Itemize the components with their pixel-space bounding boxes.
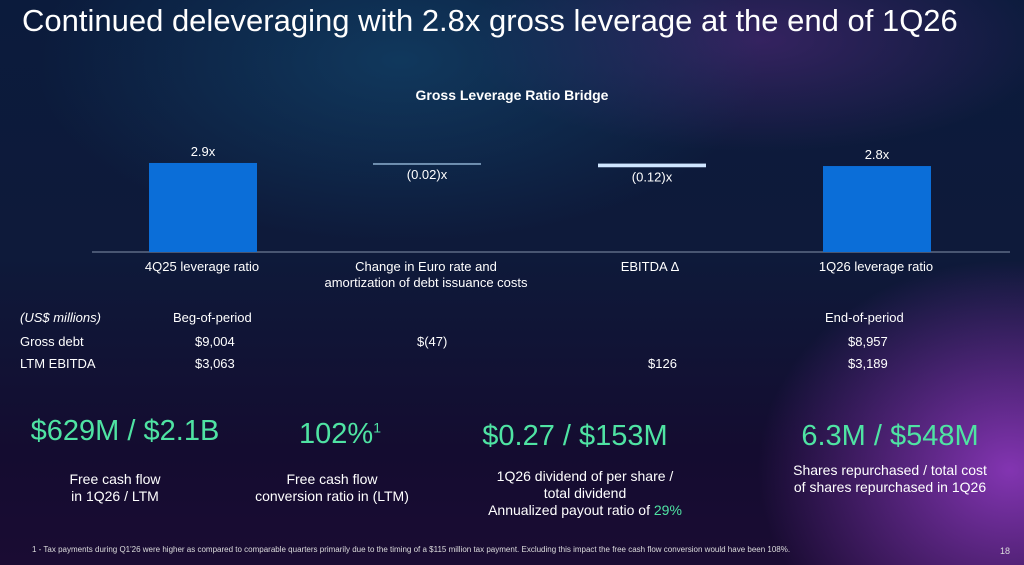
category-label: EBITDA Δ bbox=[620, 259, 680, 274]
payout-label: Annualized payout ratio of bbox=[488, 502, 654, 518]
kpi-desc-line: 1Q26 dividend of per share / bbox=[496, 468, 674, 484]
data-label: 2.9x bbox=[191, 144, 216, 159]
kpi-desc-line: total dividend bbox=[543, 485, 627, 501]
table-cell: $8,957 bbox=[848, 334, 888, 349]
bar bbox=[598, 163, 706, 168]
kpi-desc-line: Annualized payout ratio of 29% bbox=[460, 502, 710, 519]
chart-title: Gross Leverage Ratio Bridge bbox=[415, 87, 609, 103]
waterfall-chart: 2.9x (0.02)x (0.12)x 2.8x bbox=[92, 144, 1010, 253]
category-label: Change in Euro rate and amortization of … bbox=[324, 259, 528, 290]
payout-ratio: 29% bbox=[653, 502, 682, 518]
slide-title: Continued deleveraging with 2.8x gross l… bbox=[22, 3, 958, 38]
table-cell: $126 bbox=[648, 356, 677, 371]
kpi-desc-line: in 1Q26 / LTM bbox=[71, 488, 159, 504]
kpi-value: 102%1 bbox=[260, 418, 420, 451]
category-label: 1Q26 leverage ratio bbox=[818, 259, 934, 274]
category-label: 4Q25 leverage ratio bbox=[144, 259, 260, 274]
kpi-desc: 1Q26 dividend of per share / total divide… bbox=[460, 468, 710, 519]
kpi-value-text: 102% bbox=[299, 418, 374, 450]
kpi-desc: Free cash flow conversion ratio in (LTM) bbox=[232, 471, 432, 505]
table-cell: $3,063 bbox=[195, 356, 235, 371]
kpi-desc-line: Shares repurchased / total cost bbox=[793, 462, 987, 478]
kpi-value: $0.27 / $153M bbox=[482, 420, 668, 452]
data-label: (0.12)x bbox=[632, 169, 673, 184]
kpi-desc-line: Free cash flow bbox=[69, 471, 161, 487]
footnote: 1 - Tax payments during Q1'26 were highe… bbox=[32, 545, 791, 554]
table-header: Beg-of-period bbox=[173, 310, 252, 325]
data-label: (0.02)x bbox=[407, 167, 448, 182]
table-cell: $(47) bbox=[417, 334, 448, 349]
kpi-value: $629M / $2.1B bbox=[30, 415, 220, 447]
kpi-desc-line: of shares repurchased in 1Q26 bbox=[793, 479, 987, 495]
kpi-value: 6.3M / $548M bbox=[801, 420, 979, 452]
unit-label: (US$ millions) bbox=[20, 310, 101, 325]
footnote-marker: 1 bbox=[373, 419, 381, 436]
table-header: End-of-period bbox=[825, 310, 904, 325]
bar bbox=[373, 162, 481, 165]
bar bbox=[149, 162, 257, 252]
table-cell: $3,189 bbox=[848, 356, 888, 371]
kpi-desc-line: conversion ratio in (LTM) bbox=[255, 488, 409, 504]
row-label: Gross debt bbox=[20, 334, 84, 349]
kpi-desc: Shares repurchased / total cost of shares… bbox=[770, 462, 1010, 496]
kpi-desc: Free cash flow in 1Q26 / LTM bbox=[20, 471, 210, 505]
row-label: LTM EBITDA bbox=[20, 356, 96, 371]
page-number: 18 bbox=[1000, 546, 1011, 556]
kpi-desc-line: Free cash flow bbox=[286, 471, 378, 487]
data-label: 2.8x bbox=[865, 147, 890, 162]
bar bbox=[823, 166, 931, 252]
table-cell: $9,004 bbox=[195, 334, 235, 349]
